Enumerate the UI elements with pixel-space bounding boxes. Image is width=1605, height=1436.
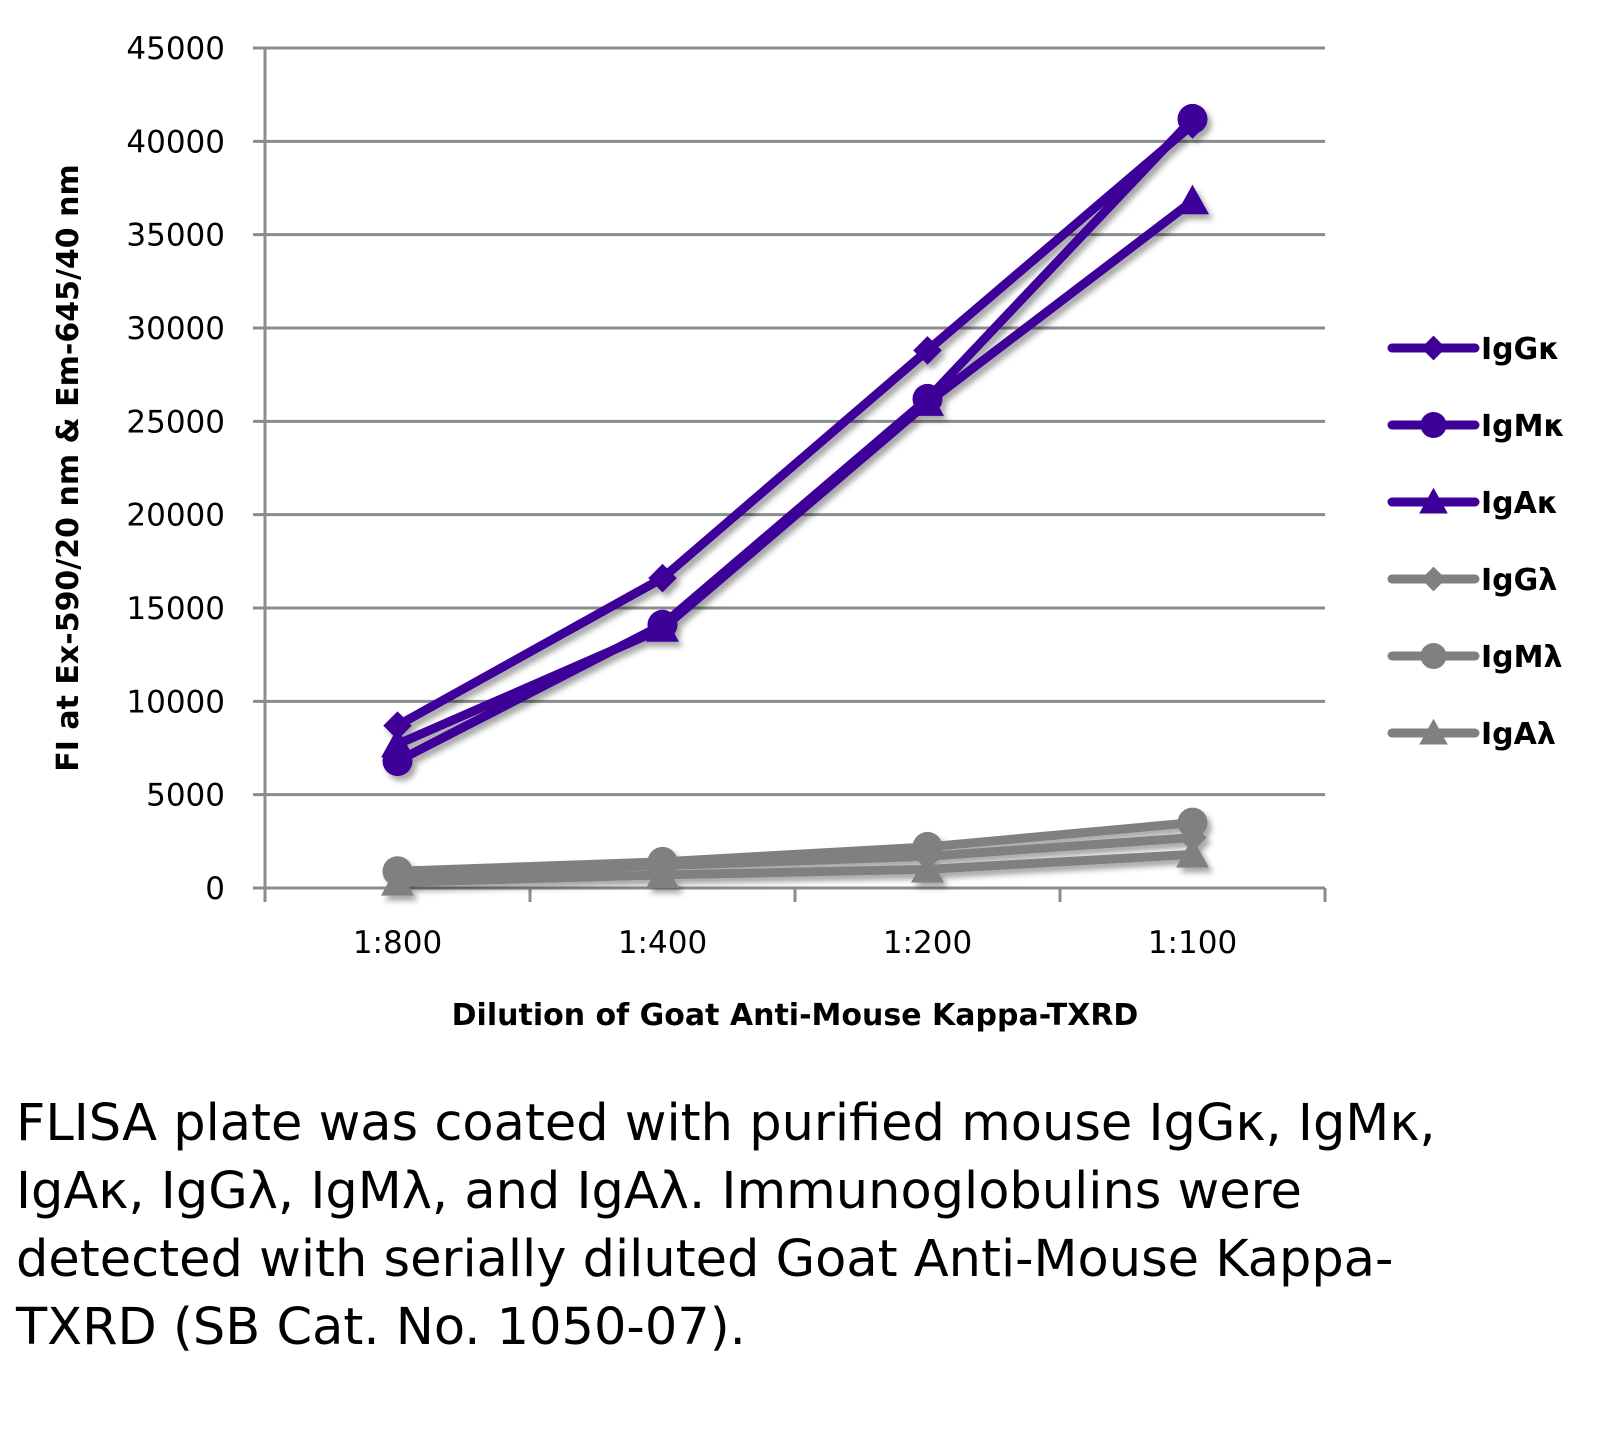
series-line xyxy=(397,849,1193,887)
legend-item: IgGλ xyxy=(1387,563,1557,598)
series-line xyxy=(397,833,1193,880)
series-line xyxy=(395,121,1196,730)
data-point-circle xyxy=(382,746,413,777)
x-tick-label: 1:400 xyxy=(618,925,707,961)
x-tick-label: 1:800 xyxy=(353,925,442,961)
y-tick-labels: 0 5000 10000 15000 20000 25000 30000 35000 40000… xyxy=(126,31,225,907)
legend-marker-triangle xyxy=(1419,718,1448,745)
legend-label: IgGκ xyxy=(1481,332,1560,367)
data-point-diamond xyxy=(383,711,412,740)
data-point-diamond xyxy=(1178,823,1207,852)
data-point-circle xyxy=(1177,807,1208,838)
series-IgGλ xyxy=(383,823,1207,890)
y-tick-label: 40000 xyxy=(126,124,225,160)
legend-label: IgMλ xyxy=(1481,640,1562,675)
legend-item: IgAλ xyxy=(1387,717,1556,752)
y-axis-title: FI at Ex-590/20 nm & Em-645/40 nm xyxy=(51,164,86,771)
data-point-diamond xyxy=(648,563,677,593)
y-tick-label: 5000 xyxy=(146,778,225,814)
data-point-diamond xyxy=(1178,110,1207,139)
legend: IgGκ IgMκ IgAκ IgGλ IgMλ IgAλ xyxy=(1387,332,1565,752)
y-tick-label: 35000 xyxy=(126,218,225,254)
y-tick-label: 10000 xyxy=(126,684,225,720)
series-line xyxy=(395,115,1196,766)
legend-item: IgAκ xyxy=(1387,486,1558,521)
data-point-circle xyxy=(912,383,943,414)
legend-label: IgGλ xyxy=(1481,563,1557,598)
data-point-diamond xyxy=(913,842,942,871)
data-point-diamond xyxy=(913,336,942,365)
data-point-triangle xyxy=(1176,184,1209,215)
y-tick-label: 45000 xyxy=(126,31,225,67)
figure-caption: FLISA plate was coated with purified mou… xyxy=(16,1094,1436,1357)
legend-label: IgAκ xyxy=(1481,486,1558,521)
x-axis-title: Dilution of Goat Anti-Mouse Kappa-TXRD xyxy=(452,998,1139,1033)
legend-marker-circle xyxy=(1420,643,1447,669)
x-tick-label: 1:200 xyxy=(883,925,972,961)
legend-marker-triangle xyxy=(1419,487,1448,514)
legend-label: IgAλ xyxy=(1481,717,1556,752)
line-chart: 0 5000 10000 15000 20000 25000 30000 35000 40000… xyxy=(51,31,1565,1033)
series-group xyxy=(381,103,1209,896)
legend-item: IgGκ xyxy=(1387,332,1560,367)
legend-item: IgMκ xyxy=(1387,409,1565,444)
data-point-circle xyxy=(647,609,678,640)
axes xyxy=(253,48,1327,902)
legend-marker-diamond xyxy=(1421,566,1446,592)
series-IgGκ xyxy=(383,110,1207,740)
y-tick-label: 0 xyxy=(205,871,225,907)
data-point-triangle xyxy=(1176,837,1209,868)
x-tick-label: 1:100 xyxy=(1148,925,1237,961)
series-IgMκ xyxy=(382,103,1208,777)
legend-marker-circle xyxy=(1420,412,1447,438)
y-tick-label: 25000 xyxy=(126,404,225,440)
x-tick-labels: 1:800 1:400 1:200 1:100 xyxy=(353,925,1237,961)
series-IgAκ xyxy=(381,184,1209,758)
legend-label: IgMκ xyxy=(1481,409,1565,444)
data-point-diamond xyxy=(648,851,677,880)
data-point-diamond xyxy=(383,860,412,890)
y-tick-label: 20000 xyxy=(126,498,225,534)
legend-marker-diamond xyxy=(1421,335,1446,361)
legend-item: IgMλ xyxy=(1387,640,1562,675)
y-tick-label: 15000 xyxy=(126,591,225,627)
y-tick-label: 30000 xyxy=(126,311,225,347)
